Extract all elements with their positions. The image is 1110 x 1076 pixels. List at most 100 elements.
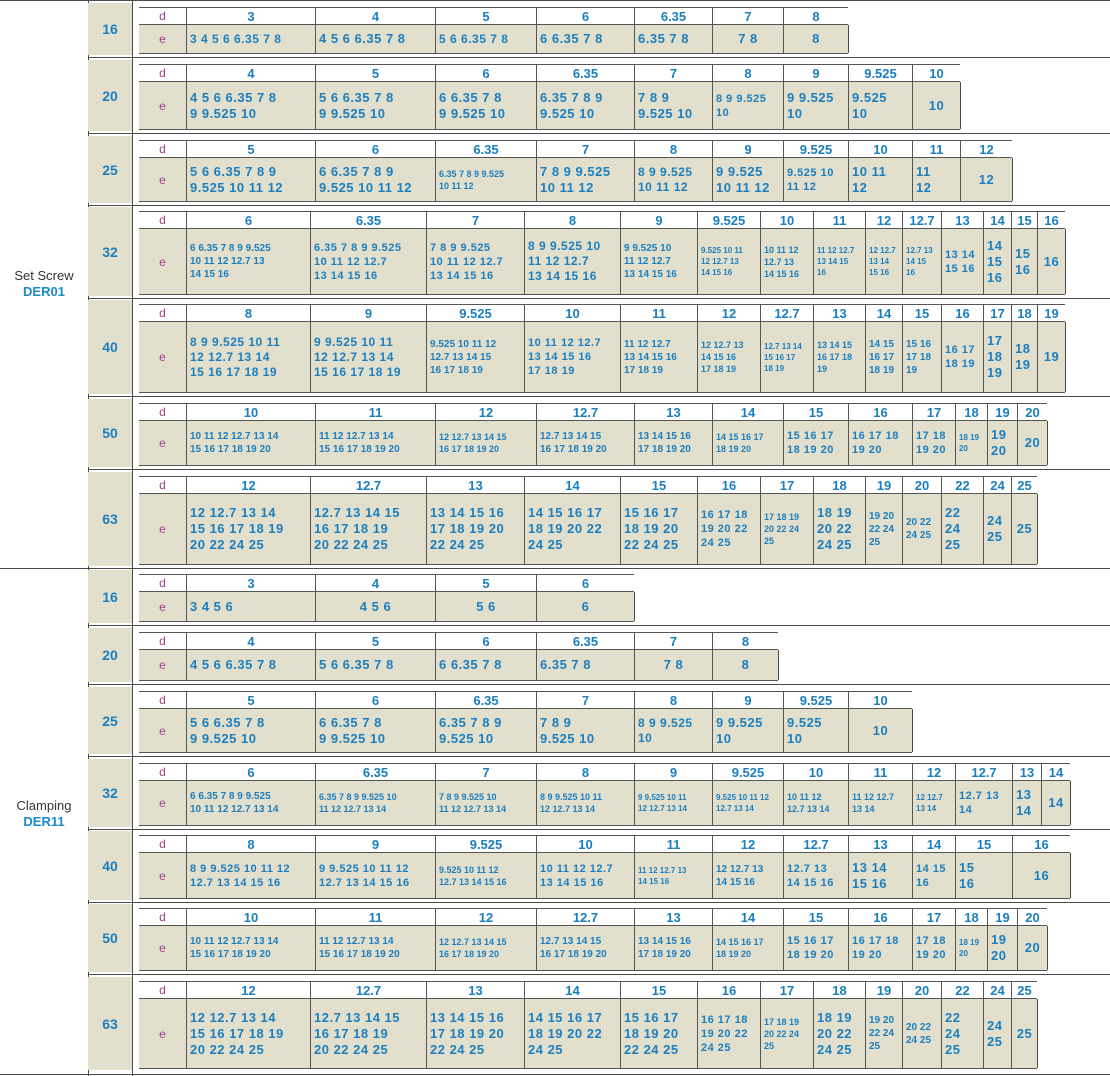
e-value-line: 12.7 13 14 15 — [540, 431, 602, 442]
d-cell: 12.7 — [536, 908, 634, 926]
e-cell: 17 18 19 20 — [912, 421, 955, 465]
e-cell: 16 17 18 19 20 22 24 25 — [697, 494, 760, 564]
e-cell: 20 22 24 25 — [902, 999, 941, 1068]
e-value-line: 11 12 12.7 — [528, 254, 590, 268]
e-value-line: 17 18 — [916, 935, 947, 947]
e-value-line: 20 22 24 — [764, 1028, 800, 1039]
e-cell: 10 — [848, 709, 912, 752]
e-value-line: 9 9.525 10 — [190, 730, 257, 746]
d-cell: 9 — [712, 140, 783, 158]
d-cell: 12 — [865, 211, 902, 229]
d-cell: 6 — [536, 7, 634, 25]
e-value-line: 7 8 9 9.525 10 — [439, 792, 497, 802]
e-value-line: 25 — [945, 1041, 961, 1057]
e-value-line: 12 12.7 — [869, 246, 896, 255]
d-cell: 7 — [426, 211, 524, 229]
e-value-line: 16 17 18 — [701, 509, 748, 521]
e-value-line: 24 25 — [701, 537, 732, 549]
e-value-line: 15 — [987, 253, 1003, 269]
size-row-der11-25-size-label: 25 — [88, 687, 132, 754]
e-value-line: 19 — [991, 932, 1007, 947]
d-row-top-line — [139, 981, 1037, 982]
e-value-line: 24 25 — [528, 1041, 564, 1057]
e-value-line: 20 22 — [906, 517, 932, 528]
e-value-line: 12 12.7 13 14 — [540, 804, 596, 814]
e-value-line: 13 14 — [945, 248, 976, 261]
d-cell: 6 — [186, 211, 310, 229]
e-value-line: 9 9.525 — [716, 714, 763, 730]
d-cell: 14 — [524, 476, 620, 494]
e-value-line: 24 — [945, 521, 961, 536]
d-cell: 12.7 — [310, 476, 426, 494]
e-value-line: 16 — [1043, 253, 1060, 269]
d-cell: 19 — [865, 476, 902, 494]
e-value-line: 16 17 — [945, 344, 976, 356]
e-cell: 9 9.525 10 — [783, 82, 848, 129]
e-value-line: 25 — [869, 536, 881, 548]
e-value-line: 6.35 7 8 9 — [540, 89, 603, 105]
d-label: d — [159, 8, 166, 23]
e-value-line: 6 6.35 7 8 — [319, 714, 382, 730]
d-cell: 11 — [634, 835, 712, 853]
d-row-top-line — [139, 64, 960, 65]
size-row-der01-50-size-label: 50 — [88, 399, 132, 467]
e-value-line: 13 14 15 16 — [624, 351, 677, 363]
e-cell: 6.35 7 8 9 9.525 10 11 12 12.7 13 14 15 16 — [310, 229, 426, 294]
e-cell: 12 12.7 13 14 15 16 17 18 19 — [697, 322, 760, 392]
d-cell: 10 — [760, 211, 813, 229]
e-cell: 10 11 12 12.7 13 14 — [783, 781, 848, 825]
e-value-line: 6 6.35 7 8 — [540, 31, 603, 46]
e-value-line: 18 19 — [945, 358, 976, 370]
e-value-line: 11 12 12.7 13 14 — [319, 431, 394, 442]
d-cell: 14 — [1041, 763, 1070, 781]
e-value-line: 11 12 12.7 13 14 — [319, 804, 387, 814]
e-value-line: 16 17 18 19 20 — [540, 949, 607, 960]
e-cell: 9 9.525 10 11 12 12.7 13 14 15 16 — [315, 853, 435, 898]
d-cell: 22 — [941, 476, 983, 494]
row-separator — [88, 625, 1110, 626]
e-value-line: 10 11 12 12.7 13 14 — [190, 936, 279, 947]
e-value-line: 18 19 20 — [716, 949, 752, 959]
d-cell: 12.7 — [902, 211, 941, 229]
e-value-line: 24 25 — [906, 530, 932, 541]
e-value-line: 15 16 17 18 19 — [190, 521, 284, 536]
d-cell: 14 — [712, 403, 783, 421]
e-value-line: 6 6.35 7 8 — [439, 657, 502, 672]
d-cell: 12.7 — [760, 304, 813, 322]
e-value-line: 18 19 20 22 — [528, 1025, 603, 1041]
e-cell: 5 6 6.35 7 8 9 9.525 10 11 12 — [186, 158, 315, 201]
e-value-line: 13 14 15 — [817, 340, 853, 350]
d-cell: 14 — [912, 835, 955, 853]
d-label: d — [159, 477, 166, 492]
e-value-line: 17 18 19 20 — [638, 949, 691, 960]
e-cell: 9.525 10 11 12 12.7 13 14 15 16 — [697, 229, 760, 294]
e-value-line: 19 20 — [869, 1015, 895, 1026]
e-cell: 10 11 12 12.7 13 14 15 16 17 18 19 — [524, 322, 620, 392]
size-row-der01-32-size-label: 32 — [88, 207, 132, 296]
e-cell: 15 16 17 18 19 20 22 24 25 — [620, 494, 697, 564]
e-value-line: 14 15 16 — [764, 268, 800, 279]
e-cell: 12.7 13 14 15 16 17 18 19 20 — [536, 926, 634, 970]
e-cell: 9.525 10 — [848, 82, 912, 129]
d-cell: 11 — [315, 908, 435, 926]
d-cell: 16 — [848, 403, 912, 421]
e-value-line: 10 11 12 12.7 — [430, 255, 504, 268]
e-cell: 20 — [1017, 421, 1047, 465]
e-cell: 20 — [1017, 926, 1047, 970]
d-cell: 11 — [813, 211, 865, 229]
table-right-border — [1037, 999, 1038, 1068]
e-value-line: 13 14 15 16 — [430, 505, 505, 520]
e-cell: 18 19 20 — [955, 421, 987, 465]
e-value-line: 25 — [764, 536, 775, 546]
e-cell: 19 20 22 24 25 — [865, 999, 902, 1068]
e-cell: 9 9.525 10 11 12 12.7 13 14 15 16 17 18 19 — [310, 322, 426, 392]
e-row-bottom-line — [139, 53, 848, 54]
e-label: e — [139, 158, 186, 201]
row-separator — [88, 396, 1110, 397]
e-cell: 8 9 9.525 10 11 12 12.7 13 14 15 16 — [524, 229, 620, 294]
e-value-line: 6 6.35 7 8 9 9.525 — [190, 243, 271, 254]
e-cell: 6.35 7 8 9 9.525 10 — [435, 709, 536, 752]
e-cell: 14 — [1041, 781, 1070, 825]
d-row-top-line — [139, 574, 634, 575]
e-value-line: 9 9.525 10 — [624, 243, 672, 254]
